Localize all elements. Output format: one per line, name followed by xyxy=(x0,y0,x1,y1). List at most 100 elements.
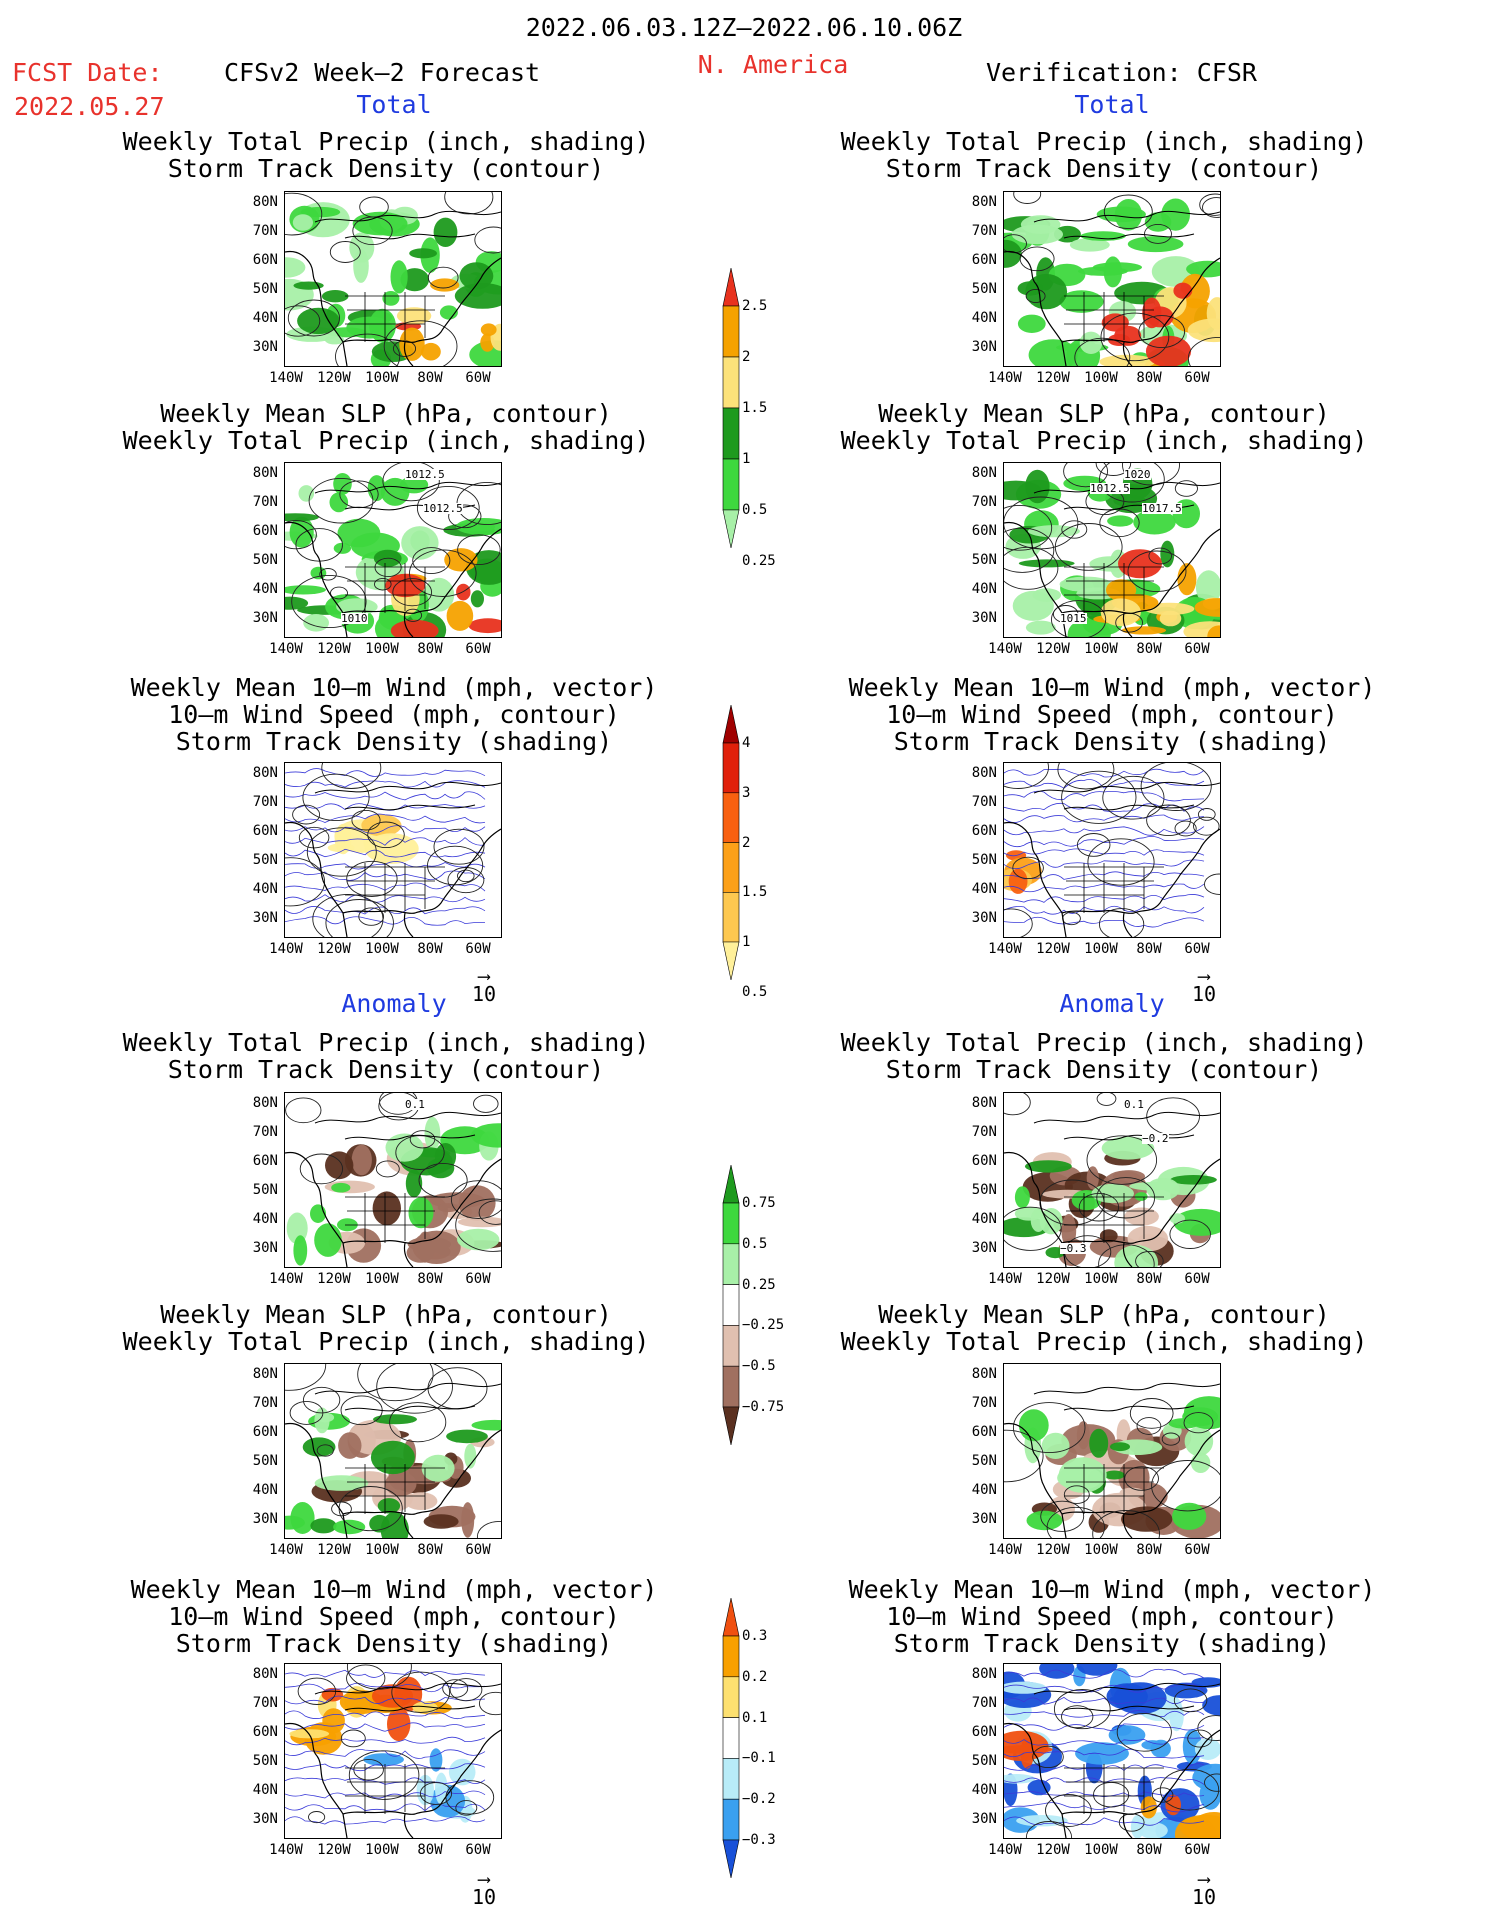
lat-tick-label: 70N xyxy=(971,1124,997,1140)
contour-label: 1010 xyxy=(341,612,368,625)
lat-tick-label: 60N xyxy=(971,823,997,839)
lat-tick-label: 50N xyxy=(252,281,278,297)
lat-tick-label: 40N xyxy=(971,1482,997,1498)
lat-tick-label: 30N xyxy=(971,1511,997,1527)
lat-tick-label: 80N xyxy=(252,1366,278,1382)
contour-label: −0.3 xyxy=(1060,1242,1087,1255)
lat-tick-label: 60N xyxy=(252,1724,278,1740)
section-anomaly-right: Anomaly xyxy=(1059,989,1165,1018)
section-anomaly-left: Anomaly xyxy=(341,989,447,1018)
lat-tick-label: 60N xyxy=(971,1153,997,1169)
colorbar-segment xyxy=(722,509,740,549)
colorbar-segment xyxy=(722,941,740,981)
lat-tick-label: 40N xyxy=(252,1782,278,1798)
lat-tick-label: 30N xyxy=(252,339,278,355)
lon-tick-label: 120W xyxy=(1036,641,1070,657)
colorbar-label: −0.3 xyxy=(742,1832,776,1848)
colorbar-storm_total xyxy=(722,704,740,984)
lat-tick-label: 40N xyxy=(252,310,278,326)
lat-tick-label: 40N xyxy=(252,1211,278,1227)
colorbar-label: 0.75 xyxy=(742,1195,776,1211)
lon-tick-label: 60W xyxy=(465,1271,491,1287)
colorbar-segment xyxy=(722,1325,740,1367)
lat-tick-label: 80N xyxy=(252,194,278,210)
lat-tick-label: 50N xyxy=(971,552,997,568)
colorbar-segment xyxy=(722,458,740,511)
lon-tick-label: 100W xyxy=(1084,370,1118,386)
map-panel-fc-anom-precip: 0.1 xyxy=(284,1092,502,1268)
colorbar-label: 0.2 xyxy=(742,1668,768,1685)
lon-tick-label: 100W xyxy=(1084,1271,1118,1287)
contour-label: 1012.5 xyxy=(423,502,463,515)
colorbar-precip_total xyxy=(722,267,740,552)
lat-tick-label: 60N xyxy=(971,1424,997,1440)
lon-tick-label: 60W xyxy=(1184,641,1210,657)
lon-tick-label: 140W xyxy=(269,1842,303,1858)
colorbar-segment xyxy=(722,1717,740,1759)
colorbar-segment xyxy=(722,704,740,744)
lon-tick-label: 80W xyxy=(1136,941,1162,957)
lat-tick-label: 30N xyxy=(252,610,278,626)
lon-tick-label: 60W xyxy=(1184,1542,1210,1558)
lon-tick-label: 120W xyxy=(317,941,351,957)
lon-tick-label: 120W xyxy=(317,1542,351,1558)
lat-tick-label: 80N xyxy=(252,765,278,781)
colorbar-label: −0.5 xyxy=(742,1358,776,1375)
lat-tick-label: 50N xyxy=(252,1182,278,1198)
lon-tick-label: 140W xyxy=(269,941,303,957)
lat-tick-label: 40N xyxy=(971,581,997,597)
colorbar-label: 0.25 xyxy=(742,553,776,569)
lat-tick-label: 80N xyxy=(252,1666,278,1682)
colorbar-segment xyxy=(722,1635,740,1678)
lat-tick-label: 50N xyxy=(252,1453,278,1469)
lat-tick-label: 30N xyxy=(252,1811,278,1827)
vector-reference-fc-total: ⟶ 10 xyxy=(471,966,497,1007)
colorbar-segment xyxy=(722,1798,740,1841)
lon-tick-label: 120W xyxy=(1036,1542,1070,1558)
colorbar-label: 1.5 xyxy=(742,400,768,416)
colorbar-label: 2.5 xyxy=(742,298,768,314)
lat-tick-label: 70N xyxy=(971,1395,997,1411)
lat-tick-label: 30N xyxy=(971,339,997,355)
map-panel-fc-total-wind xyxy=(284,762,502,938)
contour-label: 1012.5 xyxy=(405,468,445,481)
lat-tick-label: 60N xyxy=(252,1153,278,1169)
lat-tick-label: 50N xyxy=(971,1753,997,1769)
colorbar-segment xyxy=(722,892,740,943)
lat-tick-label: 80N xyxy=(971,1666,997,1682)
contour-label: 0.1 xyxy=(405,1098,425,1111)
lat-tick-label: 30N xyxy=(252,910,278,926)
colorbar-segment xyxy=(722,356,740,409)
colorbar-label: 0.5 xyxy=(742,1235,768,1252)
title-fc-anom-wind: Weekly Mean 10—m Wind (mph, vector) 10—m … xyxy=(130,1575,658,1658)
title-fc-total-slp: Weekly Mean SLP (hPa, contour) Weekly Tot… xyxy=(122,399,650,455)
lat-tick-label: 70N xyxy=(971,794,997,810)
contour-label: 0.1 xyxy=(1124,1098,1144,1111)
lat-tick-label: 60N xyxy=(971,252,997,268)
lat-tick-label: 80N xyxy=(252,1095,278,1111)
lat-tick-label: 50N xyxy=(971,281,997,297)
colorbar-label: 2 xyxy=(742,834,751,851)
verification-label: Verification: CFSR xyxy=(986,58,1257,87)
lon-tick-label: 140W xyxy=(269,1542,303,1558)
title-obs-total-wind: Weekly Mean 10—m Wind (mph, vector) 10—m … xyxy=(848,673,1376,756)
model-label: CFSv2 Week—2 Forecast xyxy=(224,58,541,87)
title-fc-anom-slp: Weekly Mean SLP (hPa, contour) Weekly Tot… xyxy=(122,1300,650,1356)
lon-tick-label: 60W xyxy=(465,1542,491,1558)
lon-tick-label: 140W xyxy=(988,1542,1022,1558)
map-panel-fc-total-slp: 1012.5 1012.5 1010 xyxy=(284,462,502,638)
map-panel-obs-total-wind xyxy=(1003,762,1221,938)
title-obs-anom-wind: Weekly Mean 10—m Wind (mph, vector) 10—m … xyxy=(848,1575,1376,1658)
title-obs-total-precip: Weekly Total Precip (inch, shading) Storm… xyxy=(840,127,1368,183)
colorbar-label: 1.5 xyxy=(742,884,768,901)
colorbar-label: −0.2 xyxy=(742,1791,776,1808)
lon-tick-label: 140W xyxy=(269,370,303,386)
lat-tick-label: 60N xyxy=(252,823,278,839)
colorbar-precip_anom xyxy=(722,1164,740,1449)
contour-label: 1020 xyxy=(1124,468,1151,481)
colorbar-label: −0.75 xyxy=(742,1399,785,1415)
lat-tick-label: 60N xyxy=(252,252,278,268)
lat-tick-label: 50N xyxy=(252,852,278,868)
lon-tick-label: 100W xyxy=(1084,941,1118,957)
vector-reference-fc-anom: ⟶ 10 xyxy=(471,1869,497,1910)
